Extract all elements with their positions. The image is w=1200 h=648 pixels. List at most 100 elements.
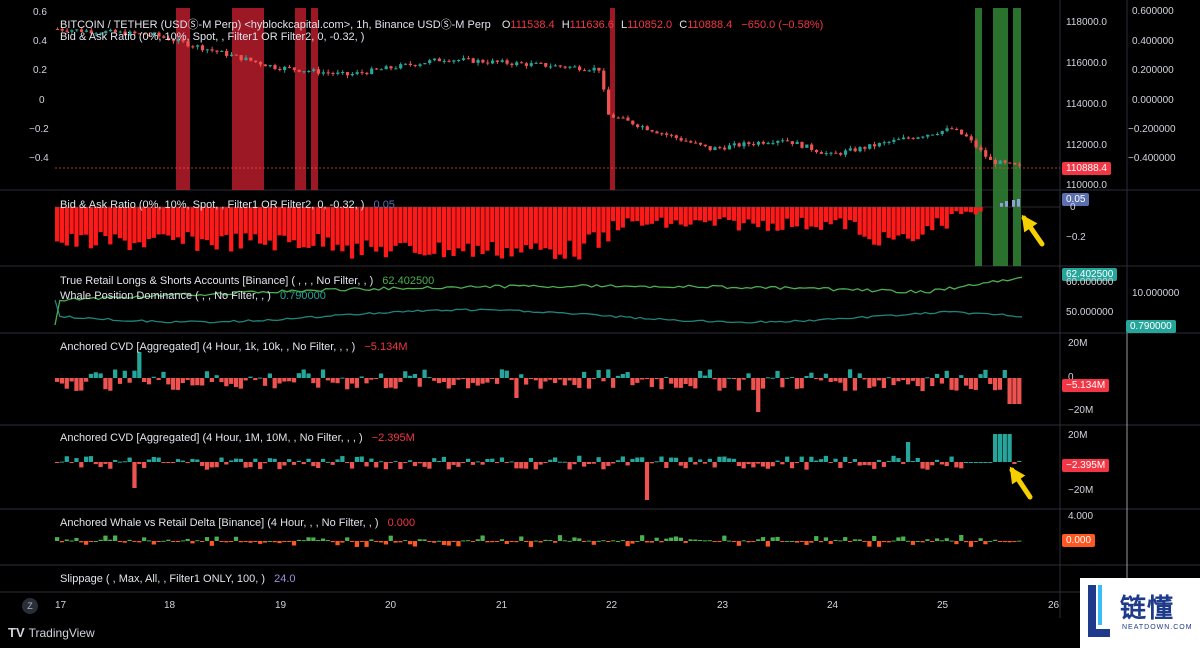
bidask-bar — [818, 207, 824, 230]
whale-delta-bar — [693, 539, 698, 541]
candle-body — [689, 141, 693, 143]
cvd2-bar — [316, 462, 321, 468]
bidask-bar — [378, 207, 384, 247]
main-title-row: BITCOIN / TETHER (USDⓈ-M Perp) <hyblockc… — [60, 16, 823, 32]
whale-delta-bar — [533, 540, 538, 542]
candle-body — [481, 59, 485, 63]
cvd1-bar — [702, 375, 708, 378]
cvd2-bar — [543, 462, 548, 463]
bidask-bar — [905, 207, 911, 239]
bidask-bar — [847, 207, 853, 221]
candle-body — [428, 60, 432, 64]
candle-body — [872, 144, 877, 147]
candle-body — [781, 140, 785, 142]
cvd2-bar — [625, 462, 630, 466]
ohlc-open-label: O — [501, 19, 511, 31]
bidask-bar — [98, 207, 103, 233]
tradingview-logo[interactable]: TV TradingView — [8, 625, 95, 640]
cvd2-bar — [209, 462, 214, 468]
whale-delta-bar — [702, 540, 708, 542]
cvd2-bar — [789, 462, 795, 469]
whale-tick: 4.000 — [1068, 511, 1094, 522]
ohlc-high: 111636.6 — [569, 19, 614, 31]
cvd2-bar — [818, 459, 824, 462]
whale-delta-bar — [775, 536, 780, 541]
whale-delta-bar — [1017, 540, 1022, 542]
bidask-bar — [490, 207, 495, 242]
cvd2-bar — [775, 460, 780, 462]
whale-delta-bar — [538, 541, 543, 543]
cvd1-bar — [296, 373, 301, 378]
slippage-value: 24.0 — [274, 573, 296, 585]
cvd1-bar — [756, 378, 761, 412]
whale-delta-bar — [901, 536, 906, 541]
candle-body — [877, 143, 881, 147]
cvd2-label: Anchored CVD [Aggregated] (4 Hour, 1M, 1… — [60, 432, 363, 444]
candle-body — [945, 128, 949, 131]
whale-delta-bar — [151, 541, 156, 545]
cvd2-bar — [432, 458, 437, 462]
candle-body — [660, 133, 664, 135]
candle-body — [307, 71, 311, 73]
bidask-bar — [190, 207, 195, 237]
bidask-bar — [785, 207, 790, 219]
candle-body — [181, 39, 185, 42]
cvd2-bar — [84, 456, 89, 462]
candle-body — [118, 31, 122, 33]
candle-body — [626, 117, 630, 121]
cvd2-bar — [669, 457, 674, 462]
bidask-bar — [509, 207, 514, 257]
bidask-bar — [209, 207, 214, 246]
cvd2-bar — [712, 462, 717, 468]
candle-body — [104, 31, 108, 34]
time-label: 19 — [275, 600, 287, 611]
cvd1-bar — [954, 378, 959, 391]
candle-body — [679, 137, 683, 141]
cvd1-bar — [847, 369, 853, 378]
cvd2-bar — [369, 458, 374, 462]
cvd1-bar — [562, 378, 567, 386]
cvd1-bar — [103, 378, 108, 390]
bidask-bar — [562, 207, 567, 259]
candle-body — [524, 63, 529, 66]
whale-delta-bar — [577, 538, 582, 541]
cvd1-bar — [625, 372, 630, 378]
bidask-bar — [345, 207, 350, 246]
candle-body — [466, 58, 470, 60]
bidask-bar — [582, 207, 587, 244]
whale-delta-bar — [69, 540, 74, 542]
time-label: 24 — [827, 600, 839, 611]
cvd1-bar — [823, 373, 828, 378]
whale-delta-bar — [944, 538, 949, 541]
candle-body — [568, 66, 572, 68]
cvd1-bar — [200, 378, 205, 386]
cvd1-bar — [98, 373, 103, 378]
bidask-bar — [630, 207, 635, 222]
cvd1-bar — [253, 378, 258, 381]
whale-delta-bar — [978, 538, 983, 541]
cvd2-bar — [804, 462, 809, 470]
cvd1-bar — [630, 378, 635, 386]
cvd2-bar — [330, 462, 335, 465]
cvd2-bar — [785, 456, 790, 462]
whale-delta-bar — [954, 541, 959, 545]
whale-delta-bar — [258, 541, 263, 544]
cvd1-bar — [480, 378, 485, 384]
whale-delta-bar — [296, 539, 301, 541]
whale-delta-bar — [436, 540, 442, 542]
whale-delta-bar — [190, 541, 195, 544]
bidask-bar — [446, 207, 451, 251]
bidask-bar — [262, 207, 268, 245]
cvd2-bar — [137, 462, 142, 464]
timezone-button[interactable]: Z — [22, 598, 38, 614]
cvd1-bar — [601, 378, 606, 382]
candle-body — [988, 156, 993, 160]
whale-delta-bar — [369, 539, 374, 541]
cvd1-bar — [838, 378, 843, 383]
whale-delta-bar — [644, 541, 650, 543]
whale-delta-bar — [968, 541, 974, 547]
cvd1-bar — [746, 373, 751, 378]
candle-body — [1017, 164, 1022, 166]
whale-delta-bar — [606, 541, 611, 543]
